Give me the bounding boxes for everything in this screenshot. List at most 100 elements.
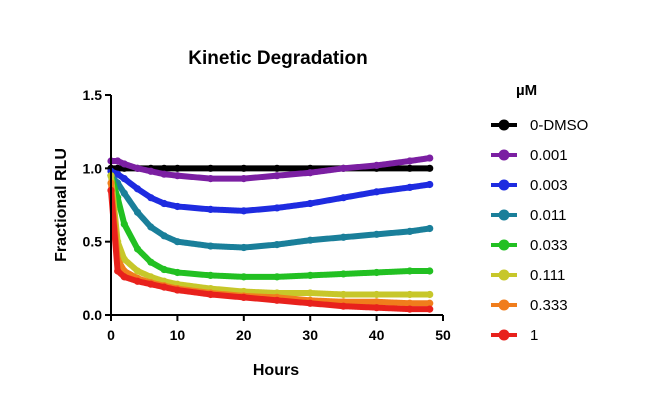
data-point <box>120 273 128 281</box>
x-tick-label: 40 <box>369 327 385 343</box>
legend-swatch-marker <box>498 329 510 341</box>
data-point <box>120 255 128 263</box>
data-point <box>373 230 381 238</box>
axes: 0 10 20 30 40 50 0.0 0.5 1.0 1.5 <box>83 87 451 343</box>
data-point <box>120 189 128 197</box>
data-point <box>240 293 248 301</box>
data-point <box>114 267 122 275</box>
legend-item: 0.111 <box>491 267 565 284</box>
data-point <box>306 289 314 297</box>
data-point <box>339 302 347 310</box>
data-point <box>273 164 281 172</box>
legend-label: 0.033 <box>530 237 568 254</box>
x-tick-label: 20 <box>236 327 252 343</box>
data-point <box>406 299 414 307</box>
legend-title: µM <box>516 82 537 99</box>
data-point <box>406 157 414 165</box>
data-point <box>273 172 281 180</box>
data-point <box>160 232 168 240</box>
series-line <box>108 172 433 251</box>
legend-label: 0.111 <box>530 267 565 284</box>
data-point <box>160 283 168 291</box>
data-point <box>373 290 381 299</box>
y-tick-label: 0.5 <box>83 234 103 250</box>
data-point <box>133 267 142 275</box>
data-point <box>207 164 215 172</box>
data-point <box>306 236 314 244</box>
data-point <box>240 243 248 252</box>
data-point <box>133 208 142 216</box>
data-point <box>133 277 142 285</box>
data-point <box>406 183 414 191</box>
x-tick-label: 50 <box>435 327 451 343</box>
data-point <box>373 188 381 196</box>
data-point <box>147 223 155 231</box>
data-point <box>207 205 215 213</box>
data-point <box>240 175 248 183</box>
data-point <box>426 305 434 313</box>
data-point <box>114 170 122 178</box>
x-tick-label: 10 <box>170 327 186 343</box>
data-point <box>373 304 381 312</box>
data-point <box>339 290 347 299</box>
data-point <box>406 164 414 172</box>
data-point <box>306 199 314 208</box>
series-4 <box>107 172 434 252</box>
data-point <box>133 245 142 253</box>
data-point <box>339 233 347 241</box>
data-point <box>406 227 414 235</box>
legend-item: 0.033 <box>491 237 568 254</box>
data-point <box>160 164 168 172</box>
data-point <box>173 172 181 180</box>
data-point <box>426 290 434 299</box>
data-point <box>306 299 314 307</box>
data-point <box>426 267 434 275</box>
chart-title: Kinetic Degradation <box>188 48 367 69</box>
data-point <box>173 164 181 172</box>
series-8 <box>107 186 434 313</box>
data-point <box>426 180 434 189</box>
data-point <box>207 271 215 279</box>
data-point <box>147 258 155 266</box>
data-point <box>147 167 155 175</box>
data-point <box>306 271 314 279</box>
legend-swatch-marker <box>498 119 510 131</box>
legend-label: 1 <box>530 327 538 344</box>
y-tick-label: 0.0 <box>83 307 103 323</box>
legend-label: 0.001 <box>530 147 568 164</box>
data-point <box>426 154 434 162</box>
data-point <box>273 241 281 249</box>
legend-item: 0-DMSO <box>491 117 588 134</box>
data-point <box>173 202 181 211</box>
data-point <box>160 170 168 178</box>
legend-swatch-marker <box>498 299 510 311</box>
legend-label: 0.011 <box>530 207 566 224</box>
data-point <box>273 204 281 212</box>
legend-label: 0.333 <box>530 297 568 314</box>
data-point <box>426 164 434 172</box>
data-point <box>240 164 248 172</box>
legend-swatch-marker <box>498 179 510 191</box>
plot-series <box>107 154 434 313</box>
data-point <box>339 270 347 278</box>
legend-swatch-marker <box>498 209 510 221</box>
data-point <box>306 169 314 177</box>
data-point <box>426 224 434 233</box>
data-point <box>133 164 142 172</box>
data-point <box>339 164 347 172</box>
data-point <box>120 220 128 228</box>
legend-swatch-marker <box>498 239 510 251</box>
y-tick-label: 1.0 <box>83 160 103 176</box>
y-axis-label: Fractional RLU <box>53 148 70 262</box>
data-point <box>207 290 215 299</box>
data-point <box>406 267 414 275</box>
data-point <box>173 286 181 294</box>
data-point <box>373 268 381 277</box>
data-point <box>339 194 347 202</box>
legend-swatch-marker <box>498 149 510 161</box>
data-point <box>120 175 128 183</box>
legend-item: 0.011 <box>491 207 566 224</box>
legend-swatch-marker <box>498 269 510 281</box>
x-tick-label: 0 <box>107 327 115 343</box>
